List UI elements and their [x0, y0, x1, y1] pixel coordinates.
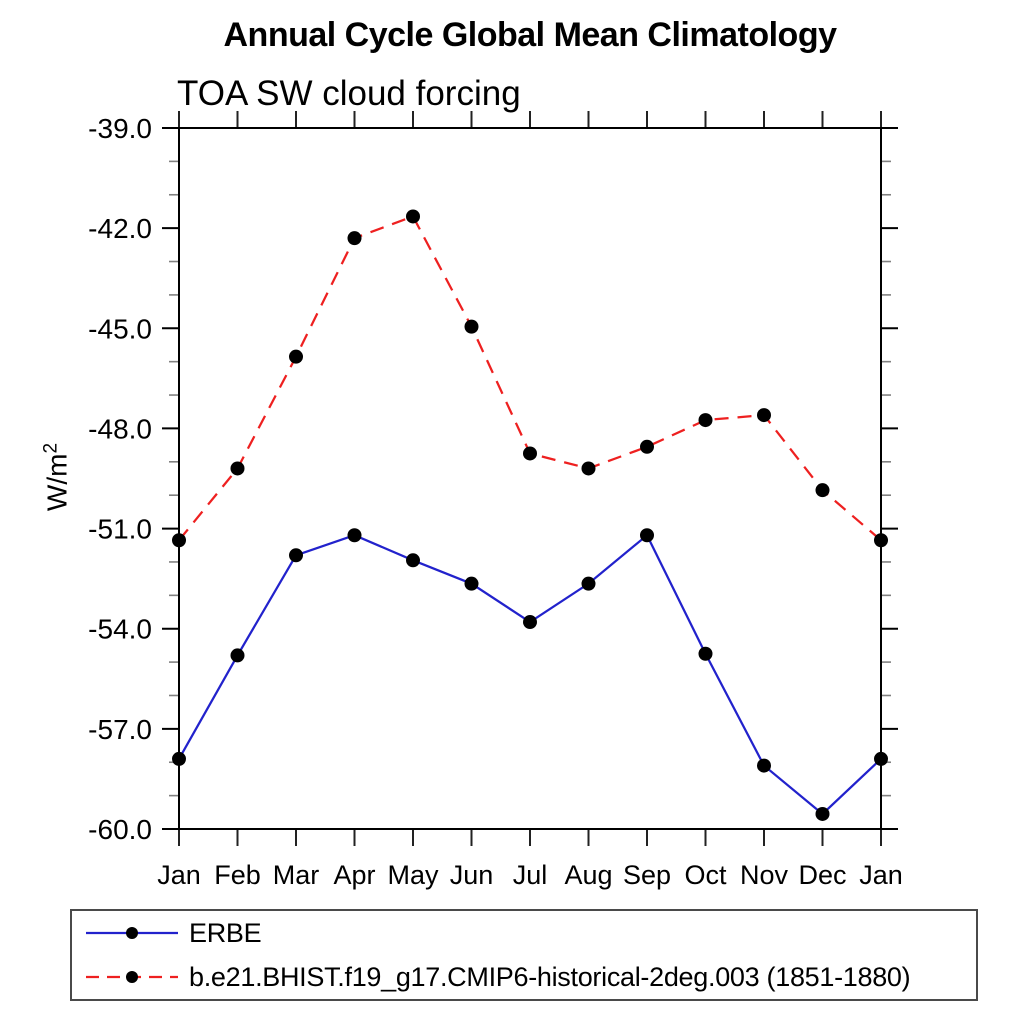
x-tick-label: Oct — [684, 860, 727, 890]
y-tick-label: -48.0 — [88, 413, 152, 444]
x-tick-label: Jul — [513, 860, 548, 890]
model-marker — [289, 349, 303, 364]
erbe-sample-marker — [126, 927, 138, 939]
erbe-marker — [172, 751, 186, 766]
y-tick-label: -60.0 — [88, 814, 152, 845]
x-tick-label: Jan — [859, 860, 903, 890]
model-marker — [523, 446, 537, 461]
x-tick-label: Aug — [564, 860, 612, 890]
legend-box: ERBE b.e21.BHIST.f19_g17.CMIP6-historica… — [70, 909, 978, 1001]
y-tick-label: -51.0 — [88, 514, 152, 545]
model-marker — [172, 533, 186, 548]
model-marker — [347, 231, 362, 246]
legend-label-model: b.e21.BHIST.f19_g17.CMIP6-historical-2de… — [189, 961, 911, 992]
x-tick-label: Jun — [450, 860, 494, 890]
y-tick-label: -45.0 — [88, 313, 152, 344]
model-line-sample-icon — [86, 971, 178, 983]
x-tick-label: Feb — [214, 860, 261, 890]
model-marker — [464, 319, 479, 334]
y-axis-label-exponent: 2 — [40, 442, 62, 454]
x-tick-label: Dec — [798, 860, 846, 890]
x-tick-label: Sep — [623, 860, 671, 890]
x-tick-label: Mar — [273, 860, 320, 890]
y-axis-label: W/m2 — [40, 443, 73, 511]
model-marker — [815, 483, 830, 498]
erbe-line-sample-icon — [86, 927, 178, 939]
model-marker — [406, 209, 420, 224]
legend-item-model: b.e21.BHIST.f19_g17.CMIP6-historical-2de… — [72, 955, 976, 999]
model-marker — [698, 413, 713, 428]
legend-label-erbe: ERBE — [189, 917, 262, 948]
erbe-marker — [581, 576, 596, 591]
erbe-marker — [874, 751, 888, 766]
erbe-marker — [347, 528, 362, 543]
model-marker — [581, 461, 596, 476]
erbe-marker — [698, 646, 713, 661]
y-tick-label: -39.0 — [88, 113, 152, 144]
erbe-marker — [230, 648, 245, 663]
plot-frame — [178, 127, 882, 830]
chart-title: Annual Cycle Global Mean Climatology — [223, 16, 838, 54]
x-tick-label: Jan — [157, 860, 201, 890]
y-tick-label: -42.0 — [88, 213, 152, 244]
x-tick-label: Nov — [740, 860, 789, 890]
model-marker — [230, 461, 245, 476]
erbe-marker — [523, 615, 537, 630]
erbe-marker — [289, 548, 303, 563]
erbe-marker — [464, 576, 479, 591]
erbe-marker — [406, 553, 420, 568]
y-tick-label: -54.0 — [88, 614, 152, 645]
model-sample-marker — [126, 971, 138, 983]
model-marker — [757, 408, 771, 423]
y-axis-label-base: W/m — [41, 453, 73, 512]
erbe-marker — [757, 758, 771, 773]
model-marker — [874, 533, 888, 548]
erbe-marker — [640, 528, 654, 543]
erbe-marker — [815, 806, 830, 821]
model-line — [178, 215, 882, 542]
erbe-line — [178, 533, 882, 816]
y-tick-label: -57.0 — [88, 714, 152, 745]
x-tick-label: Apr — [333, 860, 375, 890]
chart-subtitle: TOA SW cloud forcing — [177, 74, 521, 113]
x-tick-label: May — [387, 860, 439, 890]
model-marker — [640, 439, 654, 454]
legend-item-erbe: ERBE — [72, 911, 976, 955]
